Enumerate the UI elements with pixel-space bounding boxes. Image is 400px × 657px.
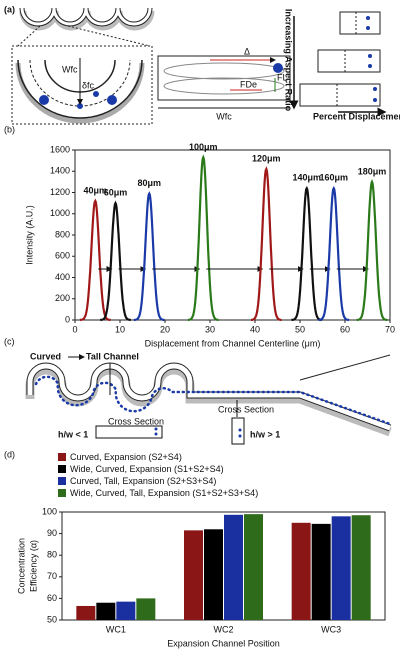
peak-label: 140μm xyxy=(292,173,321,183)
label: Curved xyxy=(30,351,61,361)
bar xyxy=(76,605,96,620)
y-tick-label: 50 xyxy=(47,614,57,624)
x-tick-label: 20 xyxy=(160,324,170,334)
legend-label: Wide, Curved, Tall, Expansion (S1+S2+S3+… xyxy=(70,488,258,498)
y-tick-label: 1400 xyxy=(50,166,70,176)
y-tick-label: 70 xyxy=(47,571,57,581)
peak-label: 100μm xyxy=(189,142,218,152)
bar xyxy=(311,523,331,620)
x-tick-label: 30 xyxy=(205,324,215,334)
y-axis-label: Intensity (A.U.) xyxy=(24,205,34,265)
y-tick-label: 1000 xyxy=(50,208,70,218)
y-tick-label: 400 xyxy=(55,272,70,282)
label: Cross Section xyxy=(218,404,274,414)
x-axis-label: Expansion Channel Position xyxy=(167,638,280,648)
y-tick-label: 600 xyxy=(55,251,70,261)
peak xyxy=(79,198,111,322)
bar xyxy=(224,514,243,620)
peak xyxy=(318,185,350,322)
x-tick-label: 50 xyxy=(295,324,305,334)
y-tick-label: 100 xyxy=(42,506,57,516)
peak xyxy=(187,154,219,321)
label: Δ xyxy=(244,46,250,56)
peak-label: 180μm xyxy=(358,166,387,176)
label: Percent Displacement xyxy=(313,111,400,121)
y-tick-label: 80 xyxy=(47,550,57,560)
peak xyxy=(356,179,388,322)
label: FDe xyxy=(240,79,257,89)
peak-label: 80μm xyxy=(137,178,161,188)
x-tick-label: 10 xyxy=(115,324,125,334)
peak xyxy=(133,191,165,322)
bar xyxy=(136,598,156,620)
y-axis-label: Efficiency (α) xyxy=(28,540,38,592)
peak-label: 160μm xyxy=(319,173,348,183)
legend-swatch xyxy=(58,489,66,497)
bar xyxy=(204,529,223,620)
diagram-a: Wfc δfc Δ FL FDe Wfc Increasing Aspect R… xyxy=(11,7,400,125)
label: FL xyxy=(277,72,288,82)
legend-label: Curved, Expansion (S2+S4) xyxy=(70,452,182,462)
bar xyxy=(331,516,351,620)
x-tick-label: 70 xyxy=(385,324,395,334)
x-tick-label: WC3 xyxy=(321,624,341,634)
bar xyxy=(244,514,263,620)
legend-swatch xyxy=(58,465,66,473)
label: h/w < 1 xyxy=(58,429,88,439)
bar xyxy=(96,602,116,620)
bar xyxy=(184,530,203,620)
x-tick-label: 60 xyxy=(340,324,350,334)
y-tick-label: 60 xyxy=(47,593,57,603)
legend-swatch xyxy=(58,453,66,461)
label: δfc xyxy=(82,80,95,90)
legend-swatch xyxy=(58,477,66,485)
x-tick-label: WC1 xyxy=(106,624,126,634)
bar xyxy=(291,522,311,620)
legend-label: Wide, Curved, Expansion (S1+S2+S4) xyxy=(70,464,224,474)
y-tick-label: 1200 xyxy=(50,187,70,197)
label: Tall Channel xyxy=(86,351,139,361)
y-tick-label: 800 xyxy=(55,229,70,239)
x-tick-label: 0 xyxy=(72,324,77,334)
peak-label: 120μm xyxy=(252,154,281,164)
peak-label: 40μm xyxy=(83,185,107,195)
x-axis-label: Displacement from Channel Centerline (μm… xyxy=(145,338,321,348)
peak xyxy=(251,166,282,321)
label: Wfc xyxy=(216,111,232,121)
x-tick-label: 40 xyxy=(250,324,260,334)
y-tick-label: 0 xyxy=(65,314,70,324)
peak xyxy=(291,185,323,322)
label: Cross Section xyxy=(108,416,164,426)
panel-label: (a) xyxy=(4,4,15,14)
panel-label: (c) xyxy=(4,336,15,346)
peak-label: 60μm xyxy=(104,188,128,198)
peak xyxy=(99,200,132,322)
label: Wfc xyxy=(62,64,78,74)
y-tick-label: 90 xyxy=(47,528,57,538)
y-tick-label: 1600 xyxy=(50,144,70,154)
label: Increasing Aspect Ratio xyxy=(284,9,294,112)
y-tick-label: 200 xyxy=(55,293,70,303)
bar xyxy=(351,515,371,620)
panel-label: (b) xyxy=(4,124,15,134)
panel-label: (d) xyxy=(4,449,15,459)
legend-label: Curved, Tall, Expansion (S2+S3+S4) xyxy=(70,476,216,486)
label: h/w > 1 xyxy=(250,429,280,439)
y-axis-label: Concentration xyxy=(16,538,26,594)
bar xyxy=(116,601,136,620)
x-tick-label: WC2 xyxy=(214,624,234,634)
diagram-c: Curved Tall Channel Cross Section h/w < … xyxy=(25,351,392,445)
plot-frame xyxy=(61,511,386,621)
